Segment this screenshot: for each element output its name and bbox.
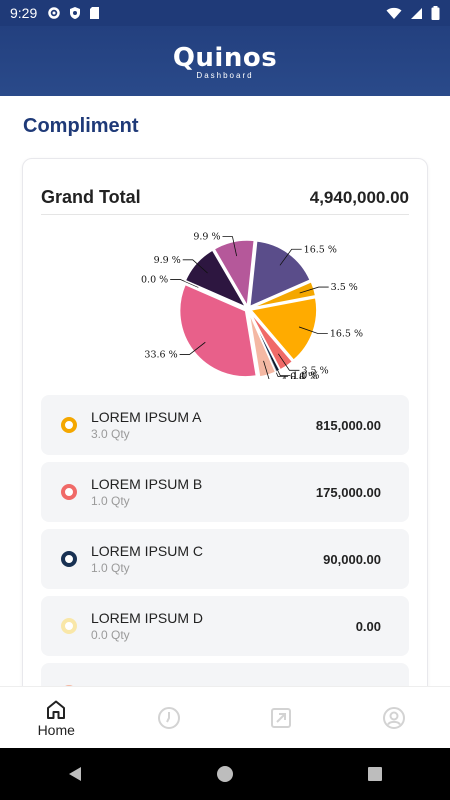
nav-home[interactable]: Home bbox=[0, 687, 113, 748]
pie-leader-line bbox=[182, 259, 208, 274]
history-icon bbox=[157, 706, 180, 729]
home-circle-icon[interactable] bbox=[216, 765, 234, 783]
item-color-dot bbox=[61, 484, 77, 500]
pie-leader-line bbox=[263, 360, 270, 379]
list-item[interactable]: LOREM IPSUM C 1.0 Qty 90,000.00 bbox=[41, 529, 409, 589]
pie-slice-label: 16.5 % bbox=[304, 244, 337, 255]
list-item[interactable]: LOREM IPSUM B 1.0 Qty 175,000.00 bbox=[41, 462, 409, 522]
bottom-navigation: Home bbox=[0, 686, 450, 748]
grand-total-value: 4,940,000.00 bbox=[309, 187, 409, 207]
item-qty: 0.0 Qty bbox=[91, 628, 130, 642]
item-color-dot bbox=[61, 618, 77, 634]
pie-slice-label: 3.5 % bbox=[301, 365, 328, 376]
export-icon bbox=[271, 707, 292, 728]
pie-leader-line bbox=[299, 286, 329, 294]
item-amount: 0.00 bbox=[355, 618, 381, 634]
item-qty: 1.0 Qty bbox=[91, 494, 130, 508]
item-text: LOREM IPSUM C 1.0 Qty bbox=[91, 543, 323, 575]
item-text: LOREM IPSUM A 3.0 Qty bbox=[91, 409, 316, 441]
status-time: 9:29 bbox=[10, 5, 38, 21]
page-title: Compliment bbox=[23, 115, 139, 137]
pie-leader-line bbox=[271, 357, 291, 377]
profile-icon bbox=[382, 706, 405, 729]
item-color-dot bbox=[61, 417, 77, 433]
pie-leader-line bbox=[298, 326, 328, 334]
app-header: Quinos Dashboard bbox=[0, 26, 450, 96]
item-name: LOREM IPSUM A bbox=[91, 409, 202, 425]
status-system-icons bbox=[386, 6, 440, 20]
item-name: LOREM IPSUM C bbox=[91, 543, 204, 559]
item-amount: 90,000.00 bbox=[323, 551, 381, 567]
recents-icon[interactable] bbox=[366, 765, 384, 783]
shield-icon bbox=[70, 7, 81, 19]
app-logo-title: Quinos bbox=[172, 42, 278, 73]
summary-card: Grand Total 4,940,000.00 16.5 % 3.5 % 16.5… bbox=[22, 158, 428, 718]
status-notification-icons bbox=[47, 6, 100, 20]
pie-leader-line bbox=[279, 248, 302, 266]
home-icon bbox=[47, 700, 66, 719]
pie-slice-label: 3.5 % bbox=[331, 282, 358, 293]
pie-leader-line bbox=[179, 341, 206, 355]
pie-slice-label: 1.0 % bbox=[292, 371, 319, 379]
item-text: LOREM IPSUM B 1.0 Qty bbox=[91, 476, 316, 508]
item-text: LOREM IPSUM D 0.0 Qty bbox=[91, 610, 356, 642]
item-amount: 175,000.00 bbox=[315, 484, 381, 500]
item-list: LOREM IPSUM A 3.0 Qty 815,000.00 LOREM IPSU… bbox=[41, 395, 409, 717]
pie-slice-label: 9.9 % bbox=[154, 255, 181, 266]
back-icon[interactable] bbox=[66, 765, 84, 783]
item-qty: 3.0 Qty bbox=[91, 427, 130, 441]
item-name: LOREM IPSUM B bbox=[91, 476, 203, 492]
item-amount: 815,000.00 bbox=[315, 417, 381, 433]
pie-slice-label: 4.0 % bbox=[281, 375, 308, 379]
pie-chart: 16.5 %3.5 %16.5 %3.5 %1.0 %0.0 %4.0 %33.… bbox=[141, 232, 363, 379]
app-logo-subtitle: Dashboard bbox=[196, 70, 254, 80]
nav-history[interactable] bbox=[113, 687, 226, 748]
item-name: LOREM IPSUM D bbox=[91, 610, 204, 626]
pie-slice-label: 9.9 % bbox=[193, 232, 220, 243]
grand-total-row: Grand Total 4,940,000.00 bbox=[41, 181, 409, 215]
wifi-icon bbox=[386, 7, 402, 19]
pie-slice-label: 33.6 % bbox=[144, 349, 177, 360]
pie-leader-line bbox=[170, 279, 199, 288]
system-navigation-bar bbox=[0, 748, 450, 800]
signal-icon bbox=[411, 7, 422, 19]
sim-card-icon bbox=[90, 7, 100, 19]
pie-slice-label: 0.0 % bbox=[141, 274, 168, 285]
list-item[interactable]: LOREM IPSUM D 0.0 Qty 0.00 bbox=[41, 596, 409, 656]
status-bar: 9:29 bbox=[0, 0, 450, 26]
settings-icon bbox=[48, 7, 60, 19]
nav-export[interactable] bbox=[225, 687, 338, 748]
nav-home-label: Home bbox=[37, 721, 75, 738]
pie-slice-label: 16.5 % bbox=[330, 329, 363, 340]
nav-profile[interactable] bbox=[338, 687, 450, 748]
grand-total-label: Grand Total bbox=[41, 187, 141, 207]
item-color-dot bbox=[61, 551, 77, 567]
item-qty: 1.0 Qty bbox=[91, 561, 130, 575]
pie-leader-line bbox=[277, 353, 300, 371]
pie-leader-line bbox=[222, 236, 238, 257]
battery-icon bbox=[431, 6, 440, 20]
list-item[interactable]: LOREM IPSUM A 3.0 Qty 815,000.00 bbox=[41, 395, 409, 455]
pie-slice-label: 0.0 % bbox=[290, 372, 317, 379]
